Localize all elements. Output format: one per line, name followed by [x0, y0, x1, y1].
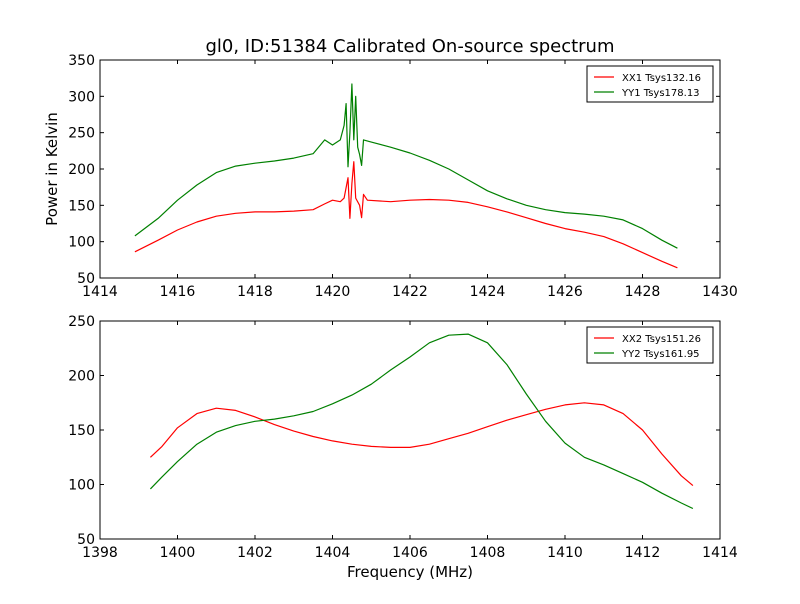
- x-tick-label: 1414: [82, 284, 118, 300]
- y-tick-label: 100: [68, 235, 95, 251]
- x-axis-label: Frequency (MHz): [347, 563, 473, 581]
- x-tick-label: 1406: [392, 545, 428, 561]
- y-axis-label: Power in Kelvin: [43, 112, 61, 226]
- x-tick-label: 1420: [315, 284, 351, 300]
- legend-entry: YY1 Tsys178.13: [621, 88, 700, 99]
- series-line-yy1: [134, 83, 678, 249]
- series-line-xx2: [149, 402, 694, 487]
- x-tick-label: 1422: [392, 284, 428, 300]
- legend-1: XX2 Tsys151.26 YY2 Tsys161.95: [586, 326, 714, 364]
- legend-box: [586, 65, 714, 103]
- y-tick-label: 100: [68, 478, 95, 494]
- y-tick-label: 150: [68, 198, 95, 214]
- y-tick-label: 50: [77, 271, 95, 287]
- x-tick-label: 1416: [160, 284, 196, 300]
- series-line-yy2: [149, 333, 694, 510]
- x-tick-label: 1400: [160, 545, 196, 561]
- bottom-panel: 1398 1400 1402 1404 1406 1408 1410 1412 1414 50 10…: [68, 314, 738, 561]
- y-tick-label: 200: [68, 162, 95, 178]
- series-line-xx1: [134, 161, 678, 269]
- legend-entry: XX1 Tsys132.16: [622, 73, 701, 84]
- x-tick-label: 1428: [625, 284, 661, 300]
- legend-0: XX1 Tsys132.16 YY1 Tsys178.13: [586, 65, 714, 103]
- x-tick-label: 1424: [470, 284, 506, 300]
- x-tick-label: 1404: [315, 545, 351, 561]
- x-tick-label: 1426: [547, 284, 583, 300]
- x-tick-label: 1408: [470, 545, 506, 561]
- x-tick-label: 1410: [547, 545, 583, 561]
- x-tick-label: 1414: [702, 545, 738, 561]
- y-tick-label: 250: [68, 314, 95, 330]
- legend-entry: XX2 Tsys151.26: [622, 334, 701, 345]
- x-tick-label: 1418: [237, 284, 273, 300]
- figure-title: gl0, ID:51384 Calibrated On-source spect…: [205, 36, 614, 57]
- y-tick-label: 50: [77, 532, 95, 548]
- x-tick-label: 1402: [237, 545, 273, 561]
- top-panel: 1414 1416 1418 1420 1422 1424 1426 1428 1430 50 10…: [68, 53, 738, 300]
- legend-entry: YY2 Tsys161.95: [621, 349, 700, 360]
- y-tick-label: 250: [68, 126, 95, 142]
- x-tick-label: 1430: [702, 284, 738, 300]
- y-tick-label: 350: [68, 53, 95, 69]
- y-tick-label: 150: [68, 423, 95, 439]
- y-tick-label: 200: [68, 369, 95, 385]
- x-tick-label: 1398: [82, 545, 118, 561]
- y-tick-label: 300: [68, 89, 95, 105]
- legend-box: [586, 326, 714, 364]
- x-tick-label: 1412: [625, 545, 661, 561]
